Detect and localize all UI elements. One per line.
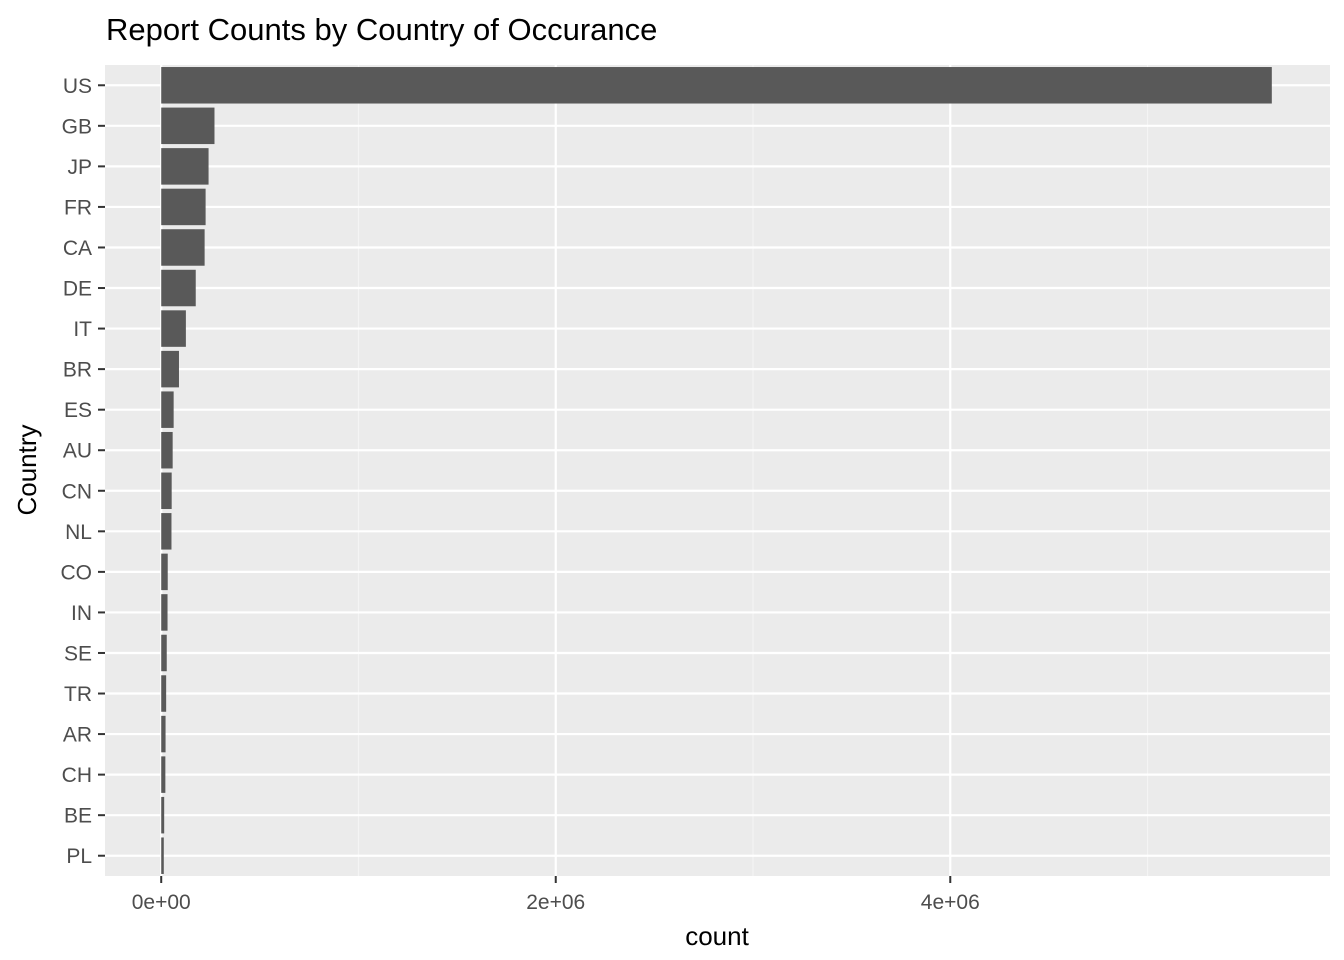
y-tick-label: JP xyxy=(67,156,92,179)
y-tick-label: GB xyxy=(62,115,92,138)
bar-gb xyxy=(161,107,215,145)
x-tick-label: 4e+06 xyxy=(921,891,980,914)
y-tick-label: NL xyxy=(65,521,92,544)
plot-panel xyxy=(105,65,1330,876)
y-tick-label: CA xyxy=(63,237,92,260)
y-axis: US GB JP FR CA DE IT BR ES AU CN NL CO IN SE TR AR CH BE PL xyxy=(61,75,105,868)
bar-ch xyxy=(161,756,166,793)
y-tick-label: CO xyxy=(61,561,93,584)
x-tick-label: 2e+06 xyxy=(526,891,585,914)
bar-es xyxy=(161,391,174,428)
x-tick-label: 0e+00 xyxy=(132,891,191,914)
y-tick-label: FR xyxy=(64,196,92,219)
bars xyxy=(161,67,1272,874)
bar-it xyxy=(161,310,186,347)
y-tick-label: CH xyxy=(62,764,92,787)
chart-title: Report Counts by Country of Occurance xyxy=(106,12,657,47)
y-axis-title: Country xyxy=(12,424,42,515)
y-tick-label: PL xyxy=(66,845,92,868)
bar-tr xyxy=(161,675,167,712)
y-tick-label: ES xyxy=(64,399,92,422)
y-tick-label: SE xyxy=(64,642,92,665)
bar-ca xyxy=(161,229,205,266)
bar-de xyxy=(161,269,196,307)
y-tick-label: BE xyxy=(64,805,92,828)
y-tick-label: BR xyxy=(63,359,92,382)
x-axis-title: count xyxy=(685,921,749,951)
bar-in xyxy=(161,594,168,631)
y-tick-label: AR xyxy=(63,724,92,747)
y-tick-label: CN xyxy=(62,480,92,503)
y-tick-label: US xyxy=(63,75,92,98)
y-tick-label: AU xyxy=(63,440,92,463)
y-tick-label: IT xyxy=(73,318,92,341)
y-tick-label: DE xyxy=(63,278,92,301)
bar-fr xyxy=(161,188,206,226)
major-grid xyxy=(105,65,1330,876)
bar-se xyxy=(161,634,167,672)
bar-pl xyxy=(161,837,164,874)
bar-au xyxy=(161,431,173,469)
bar-co xyxy=(161,553,168,591)
bar-nl xyxy=(161,513,172,550)
x-axis: 0e+00 2e+06 4e+06 xyxy=(132,876,980,914)
bar-br xyxy=(161,350,179,388)
bar-jp xyxy=(161,148,209,185)
bar-us xyxy=(161,67,1272,104)
bar-be xyxy=(161,796,165,834)
bar-cn xyxy=(161,472,172,510)
y-tick-label: TR xyxy=(64,683,92,706)
minor-grid xyxy=(357,65,1149,876)
bar-ar xyxy=(161,715,166,753)
y-tick-label: IN xyxy=(71,602,92,625)
